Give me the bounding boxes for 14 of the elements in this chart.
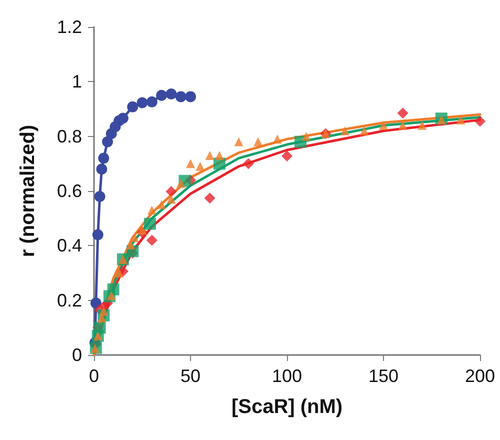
x-tick-label: 50 [180,366,201,386]
y-tick-label: 0.4 [56,236,82,256]
x-tick-label: 0 [88,366,100,386]
y-tick-label: 1 [72,72,82,92]
y-tick-label: 0 [72,345,82,365]
y-tick-label: 0.2 [56,290,82,310]
x-tick-label: 200 [464,366,496,386]
x-axis-title: [ScaR] (nM) [231,396,343,418]
y-tick-label: 0.8 [56,126,82,146]
y-tick-label: 0.6 [56,181,82,201]
y-axis-title: r (normalized) [17,124,39,258]
x-tick-label: 100 [272,366,302,386]
x-tick-label: 150 [368,366,399,386]
y-tick-label: 1.2 [56,17,82,37]
